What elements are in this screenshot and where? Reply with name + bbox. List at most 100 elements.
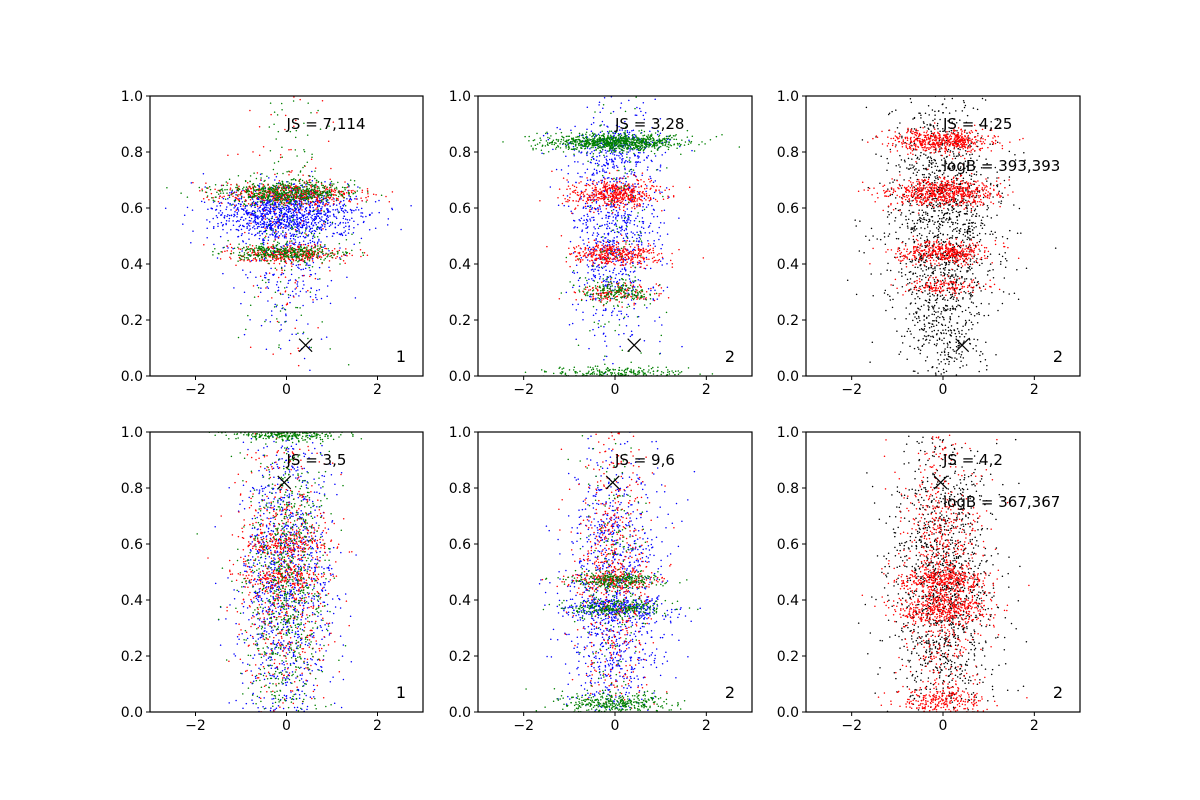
data-point	[293, 96, 295, 98]
data-point	[639, 279, 642, 282]
data-point	[250, 217, 253, 220]
data-point	[277, 217, 280, 220]
data-point	[246, 248, 249, 250]
data-point	[288, 339, 291, 342]
data-point	[329, 178, 331, 181]
data-point	[308, 187, 311, 190]
data-point	[298, 221, 301, 223]
data-point	[265, 254, 268, 257]
data-point	[186, 206, 189, 209]
data-point	[592, 232, 595, 234]
data-point	[616, 186, 619, 189]
data-point	[613, 167, 615, 169]
data-point	[220, 221, 223, 224]
data-point	[295, 189, 297, 191]
data-point	[265, 195, 268, 197]
data-point	[621, 268, 624, 270]
data-point	[605, 345, 608, 347]
data-point	[249, 220, 252, 222]
data-point	[274, 191, 276, 194]
data-point	[598, 160, 600, 162]
data-point	[316, 112, 318, 114]
data-point	[230, 214, 233, 216]
data-point	[300, 184, 302, 187]
data-point	[585, 224, 588, 226]
data-point	[586, 219, 588, 221]
data-point	[343, 215, 346, 218]
data-point	[258, 186, 261, 188]
data-point	[555, 168, 558, 171]
data-point	[335, 216, 337, 218]
data-point	[343, 253, 345, 255]
data-point	[276, 241, 279, 243]
data-point	[274, 214, 276, 216]
data-point	[297, 195, 299, 198]
data-point	[291, 187, 294, 189]
data-point	[274, 194, 276, 197]
data-point	[202, 172, 205, 175]
data-point	[643, 118, 646, 121]
data-point	[568, 199, 571, 202]
data-point	[323, 197, 326, 199]
data-point	[346, 254, 348, 257]
data-point	[346, 219, 349, 221]
data-point	[272, 200, 274, 202]
data-point	[256, 222, 259, 225]
data-point	[246, 252, 248, 255]
data-point	[286, 225, 288, 227]
data-point	[280, 225, 283, 228]
data-point	[286, 197, 289, 199]
data-point	[229, 252, 232, 255]
data-point	[569, 196, 571, 199]
data-point	[642, 205, 644, 208]
data-point	[646, 169, 649, 171]
data-point	[278, 346, 280, 349]
data-point	[250, 205, 253, 208]
data-point	[240, 258, 242, 260]
data-point	[640, 234, 642, 237]
data-point	[589, 178, 592, 181]
data-point	[624, 196, 626, 199]
data-point	[362, 216, 364, 218]
data-point	[329, 182, 332, 184]
data-point	[329, 215, 331, 217]
data-point	[322, 197, 325, 199]
data-point	[243, 186, 245, 188]
data-point	[330, 167, 332, 170]
data-point	[345, 238, 348, 241]
data-point	[324, 254, 327, 256]
data-point	[312, 255, 315, 258]
data-point	[598, 152, 601, 154]
data-point	[236, 215, 238, 218]
data-point	[318, 227, 321, 230]
data-point	[604, 149, 607, 152]
data-point	[232, 203, 234, 205]
data-point	[296, 250, 299, 253]
data-point	[282, 235, 284, 237]
data-point	[272, 228, 274, 230]
data-point	[268, 177, 270, 179]
data-point	[639, 198, 642, 201]
data-point	[601, 181, 603, 183]
data-point	[594, 228, 596, 230]
data-point	[326, 285, 329, 287]
data-point	[241, 208, 244, 210]
data-point	[656, 232, 659, 234]
data-point	[606, 223, 608, 226]
data-point	[630, 210, 633, 213]
data-point	[285, 213, 288, 215]
data-point	[600, 192, 603, 194]
data-point	[246, 190, 248, 193]
data-point	[288, 242, 291, 244]
data-point	[630, 173, 632, 175]
data-point	[253, 250, 255, 252]
data-point	[236, 194, 239, 196]
data-point	[323, 190, 325, 193]
data-point	[313, 201, 315, 204]
data-point	[586, 264, 589, 266]
data-point	[292, 178, 294, 181]
data-point	[285, 224, 288, 226]
data-point	[618, 152, 621, 154]
data-point	[271, 194, 273, 196]
data-point	[305, 248, 308, 251]
